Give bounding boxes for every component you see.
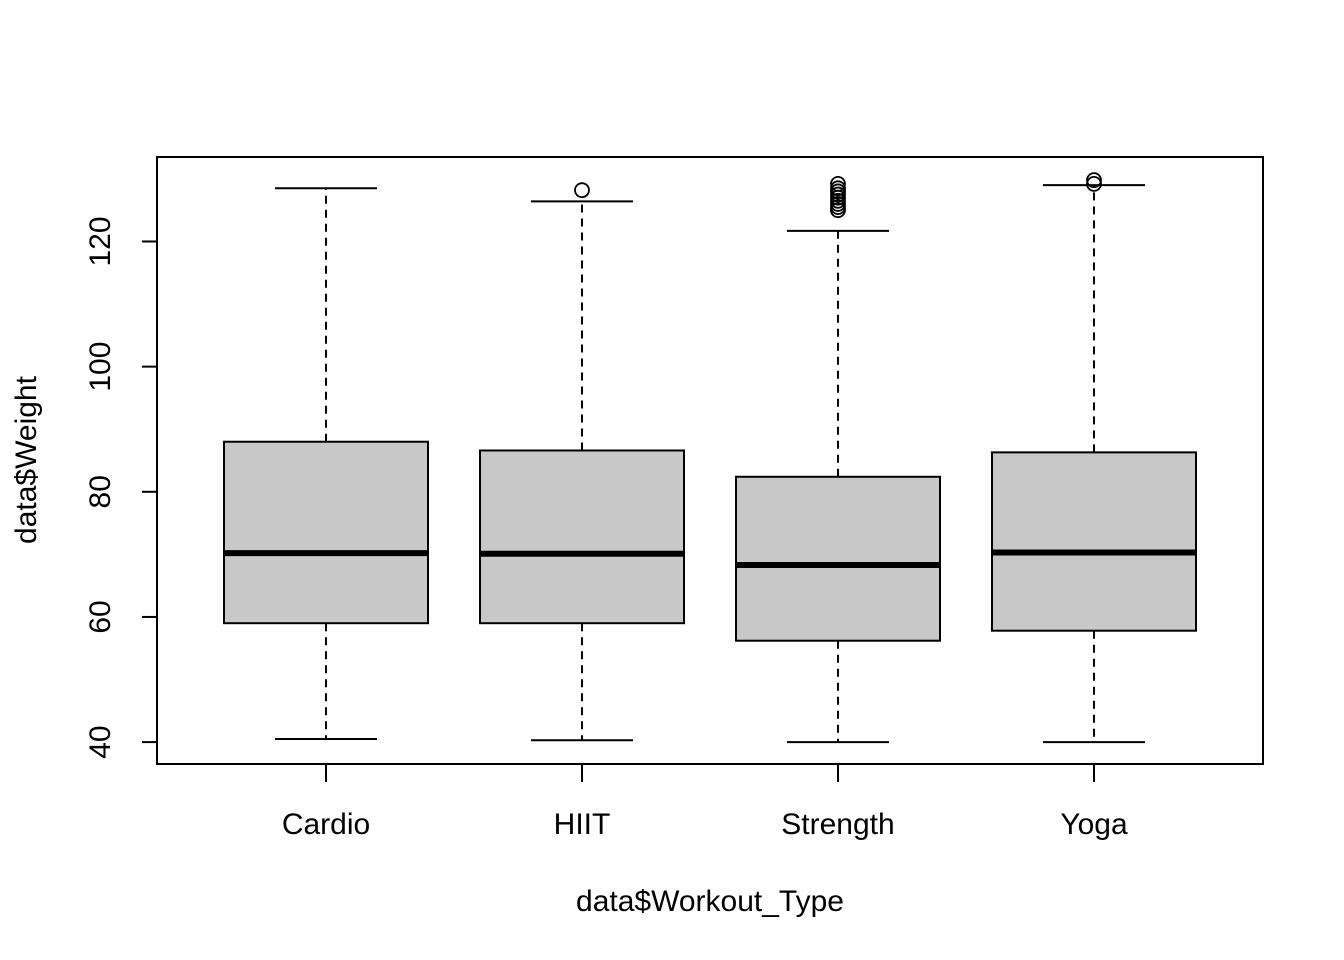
box-group-hiit	[479, 182, 685, 742]
x-axis: Cardio HIIT Strength Yoga	[282, 764, 1128, 841]
iqr-box	[735, 475, 941, 642]
y-tick-label: 40	[84, 725, 117, 758]
outlier-point	[1086, 172, 1102, 189]
boxes-layer	[223, 172, 1197, 744]
iqr-box	[479, 449, 685, 625]
y-axis: 40 60 80 100 120	[84, 216, 158, 759]
x-tick-label: Cardio	[282, 808, 370, 841]
x-tick-label: Strength	[781, 808, 894, 841]
x-tick-label: Yoga	[1060, 808, 1128, 841]
x-tick-label: HIIT	[554, 808, 611, 841]
y-axis-title: data$Weight	[10, 375, 43, 544]
iqr-box	[991, 451, 1197, 632]
outlier-point	[1086, 176, 1102, 192]
iqr-box	[223, 440, 429, 625]
y-tick-label: 80	[84, 475, 117, 508]
y-tick-label: 120	[84, 216, 117, 266]
y-tick-label: 100	[84, 342, 117, 392]
x-axis-title: data$Workout_Type	[576, 885, 844, 918]
y-tick-label: 60	[84, 600, 117, 633]
box-group-strength	[735, 176, 941, 744]
box-group-yoga	[991, 172, 1197, 744]
outlier-point	[830, 180, 846, 197]
outlier-point	[574, 182, 590, 199]
box-group-cardio	[223, 187, 429, 740]
outlier-point	[830, 176, 846, 192]
